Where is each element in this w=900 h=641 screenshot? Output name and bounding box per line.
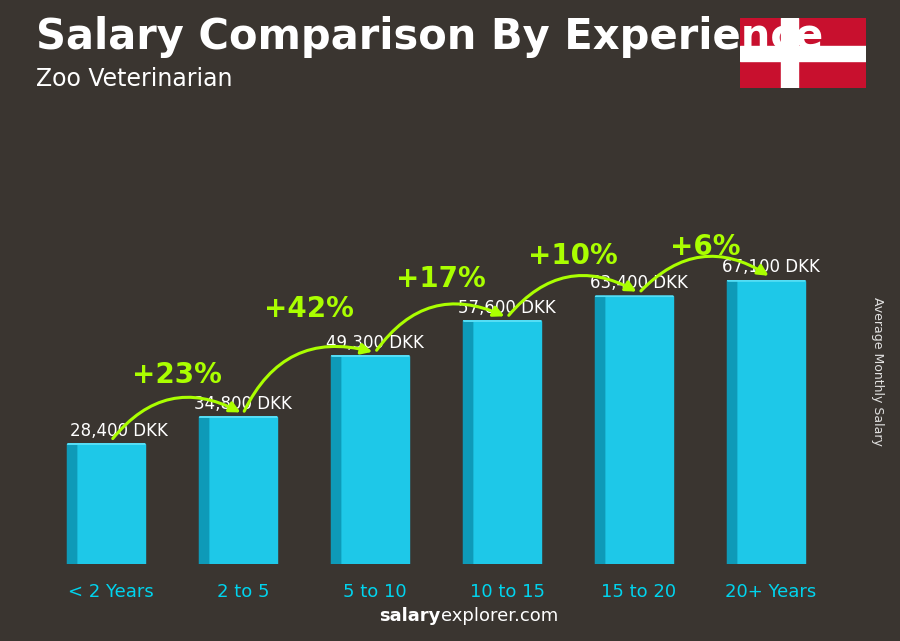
- Bar: [605, 296, 673, 564]
- Text: explorer.com: explorer.com: [441, 607, 558, 625]
- Polygon shape: [727, 281, 737, 564]
- Text: Zoo Veterinarian: Zoo Veterinarian: [36, 67, 232, 91]
- Text: +17%: +17%: [396, 265, 486, 292]
- Polygon shape: [596, 296, 605, 564]
- Polygon shape: [331, 356, 341, 564]
- Text: +42%: +42%: [264, 296, 354, 324]
- Bar: [740, 46, 866, 61]
- Text: 2 to 5: 2 to 5: [217, 583, 269, 601]
- Text: Average Monthly Salary: Average Monthly Salary: [871, 297, 884, 446]
- Polygon shape: [200, 417, 209, 564]
- Text: 28,400 DKK: 28,400 DKK: [70, 422, 168, 440]
- Text: 67,100 DKK: 67,100 DKK: [722, 258, 820, 276]
- Bar: [76, 444, 145, 564]
- Text: 34,800 DKK: 34,800 DKK: [194, 395, 292, 413]
- Text: 20+ Years: 20+ Years: [725, 583, 816, 601]
- Text: salary: salary: [380, 607, 441, 625]
- Text: < 2 Years: < 2 Years: [68, 583, 154, 601]
- Bar: [472, 321, 541, 564]
- Text: +23%: +23%: [132, 361, 222, 389]
- Text: +10%: +10%: [528, 242, 618, 271]
- Text: +6%: +6%: [670, 233, 740, 261]
- Bar: [341, 356, 410, 564]
- Text: 49,300 DKK: 49,300 DKK: [326, 334, 424, 352]
- Bar: [737, 281, 806, 564]
- Bar: [209, 417, 277, 564]
- Polygon shape: [464, 321, 472, 564]
- Bar: [780, 18, 797, 88]
- Text: 63,400 DKK: 63,400 DKK: [590, 274, 688, 292]
- Text: Salary Comparison By Experience: Salary Comparison By Experience: [36, 16, 824, 58]
- Text: 57,600 DKK: 57,600 DKK: [458, 299, 556, 317]
- Text: 5 to 10: 5 to 10: [343, 583, 407, 601]
- Text: 10 to 15: 10 to 15: [470, 583, 544, 601]
- Text: 15 to 20: 15 to 20: [601, 583, 677, 601]
- Polygon shape: [68, 444, 76, 564]
